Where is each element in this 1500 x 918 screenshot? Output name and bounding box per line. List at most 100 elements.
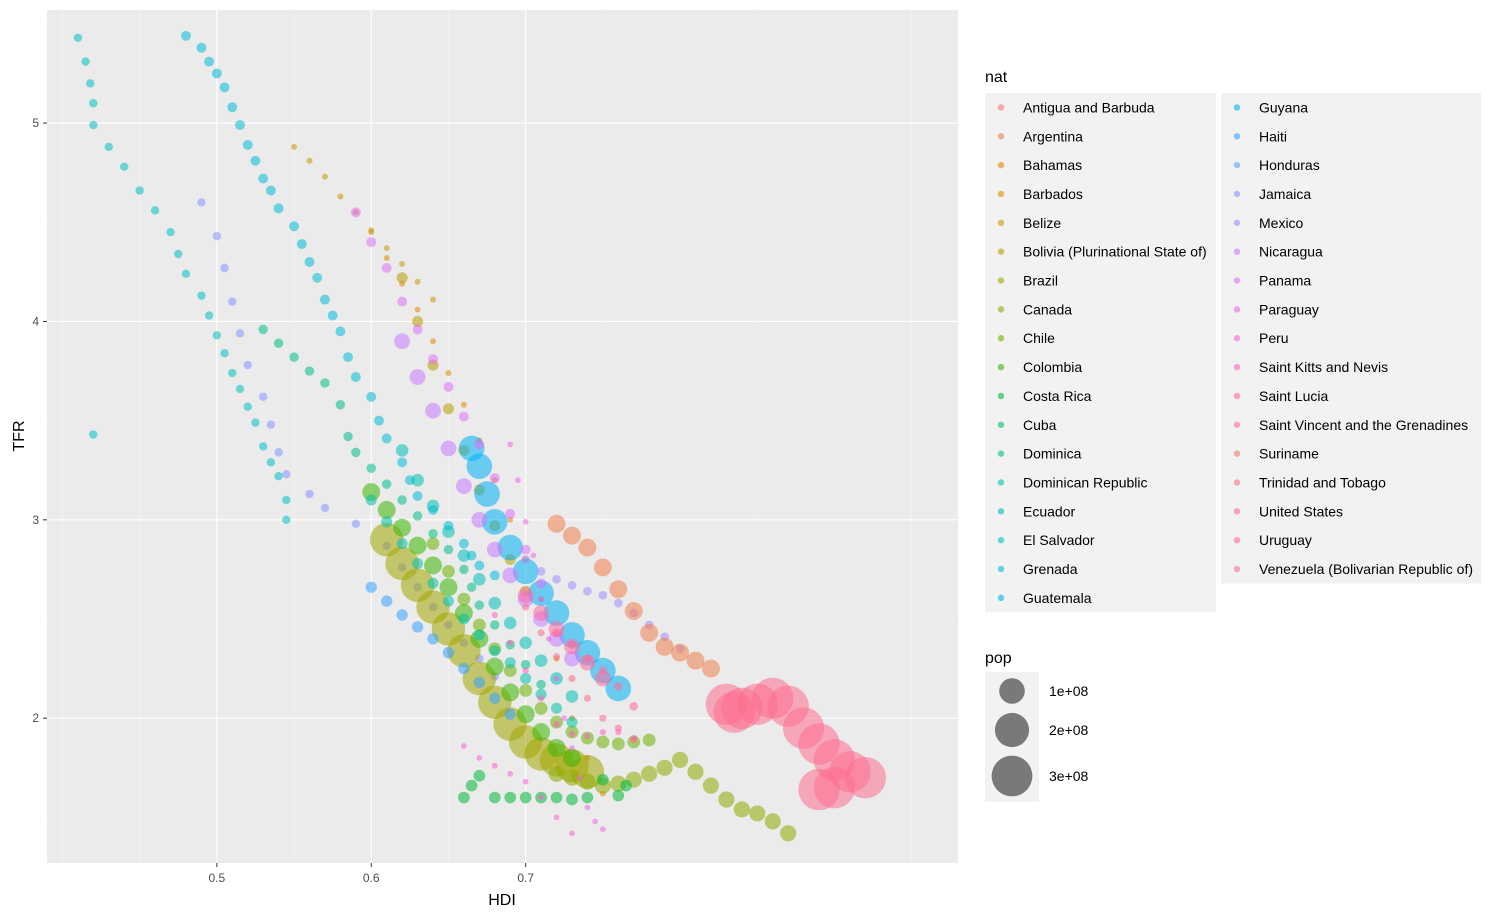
data-point <box>530 552 537 559</box>
color-legend-key <box>997 508 1005 515</box>
data-point <box>473 629 485 641</box>
data-point <box>507 639 514 646</box>
data-point <box>381 595 393 607</box>
data-point <box>474 600 485 610</box>
data-point <box>409 369 426 385</box>
data-point <box>424 556 442 575</box>
color-legend-key <box>997 450 1005 457</box>
data-point <box>656 759 673 776</box>
data-point <box>228 368 237 378</box>
color-legend-key <box>1233 508 1241 515</box>
data-point <box>304 256 315 267</box>
data-point <box>534 701 548 715</box>
data-point <box>442 647 455 659</box>
color-legend-key <box>997 161 1005 169</box>
data-point <box>351 519 361 528</box>
data-point <box>472 618 486 632</box>
x-axis: 0.5 0.6 0.7 <box>209 863 534 885</box>
data-point <box>547 738 566 757</box>
data-point <box>181 30 191 41</box>
data-point <box>365 494 377 506</box>
data-point <box>220 348 229 358</box>
data-point <box>686 651 705 670</box>
data-point <box>764 813 781 830</box>
data-point <box>212 331 222 340</box>
data-point <box>197 291 206 300</box>
data-point <box>701 659 720 678</box>
data-point <box>465 779 478 792</box>
data-point <box>266 420 276 429</box>
data-point <box>220 263 229 273</box>
data-point <box>166 227 175 237</box>
data-point <box>671 643 690 662</box>
data-point <box>383 254 390 261</box>
color-legend-label: Mexico <box>1259 215 1304 231</box>
color-legend-label: Suriname <box>1259 446 1319 462</box>
data-point <box>702 777 720 794</box>
data-point <box>552 653 561 661</box>
data-point <box>733 801 750 818</box>
data-point <box>536 679 546 690</box>
data-point <box>457 549 471 562</box>
data-point <box>718 791 735 808</box>
color-legend-key <box>997 363 1005 371</box>
data-point <box>578 538 597 557</box>
color-legend-label: Ecuador <box>1023 503 1075 519</box>
data-point <box>243 402 252 411</box>
data-point <box>584 804 591 811</box>
data-point <box>296 239 307 250</box>
data-point <box>537 629 545 637</box>
data-point <box>235 329 245 338</box>
data-point <box>536 567 546 576</box>
data-point <box>411 621 424 633</box>
color-legend-label: Uruguay <box>1259 532 1312 548</box>
data-point <box>442 525 455 539</box>
y-tick-label: 2 <box>32 711 39 725</box>
data-point <box>439 578 458 597</box>
data-point <box>266 458 276 467</box>
data-point <box>442 403 454 415</box>
data-point <box>553 721 560 728</box>
data-point <box>443 544 454 555</box>
data-point <box>351 447 361 458</box>
color-legend-label: Cuba <box>1023 417 1057 433</box>
data-point <box>597 773 609 786</box>
data-point <box>579 773 596 790</box>
color-legend-key <box>997 421 1005 428</box>
data-point <box>481 509 508 535</box>
data-point <box>350 207 361 218</box>
data-point <box>497 534 524 561</box>
data-point <box>630 736 638 744</box>
data-point <box>412 511 423 521</box>
color-legend-label: Saint Vincent and the Grenadines <box>1259 417 1468 433</box>
data-point <box>598 590 608 600</box>
data-point <box>655 637 674 656</box>
data-point <box>412 491 423 501</box>
data-point <box>430 338 436 345</box>
data-point <box>517 587 534 604</box>
data-point <box>397 457 408 468</box>
data-point <box>640 623 659 642</box>
color-legend-key <box>1233 335 1241 342</box>
data-point <box>520 659 531 670</box>
data-point <box>491 611 498 619</box>
data-point <box>104 142 113 152</box>
data-point <box>412 557 424 569</box>
data-point <box>414 306 421 313</box>
data-point <box>251 418 260 427</box>
data-point <box>458 791 470 804</box>
data-point <box>609 580 628 599</box>
color-legend-keys-background <box>985 93 1216 613</box>
data-point <box>335 400 346 410</box>
data-point <box>443 381 454 392</box>
data-point <box>374 415 384 426</box>
data-point <box>274 448 283 457</box>
color-legend-key <box>997 248 1005 255</box>
data-point <box>204 56 215 67</box>
data-point <box>399 260 406 267</box>
data-point <box>327 310 338 321</box>
data-point <box>411 473 424 487</box>
data-point <box>321 173 328 180</box>
data-point <box>583 654 592 663</box>
color-legend-key <box>997 479 1005 486</box>
